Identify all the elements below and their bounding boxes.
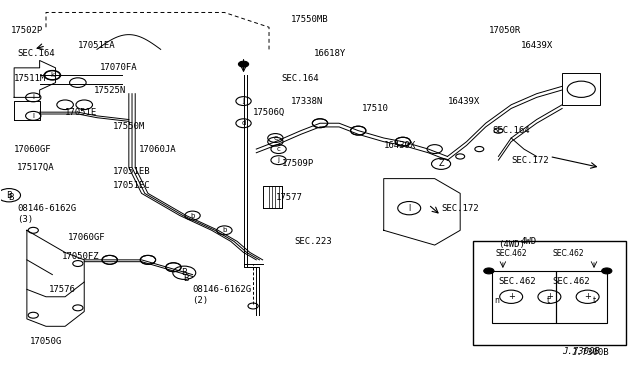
Text: SEC.462: SEC.462 [552, 249, 584, 258]
Text: i: i [32, 94, 35, 100]
Text: 08146-6162G: 08146-6162G [193, 285, 252, 294]
Text: SEC.164: SEC.164 [17, 49, 55, 58]
Text: 16439X: 16439X [447, 97, 480, 106]
Text: 17502P: 17502P [11, 26, 43, 35]
Text: 17051EA: 17051EA [78, 41, 115, 50]
Text: 17576: 17576 [49, 285, 76, 294]
Text: B: B [6, 191, 12, 200]
Text: 17550M: 17550M [113, 122, 145, 131]
Text: 17050FZ: 17050FZ [62, 251, 100, 261]
Text: 17506Q: 17506Q [253, 108, 285, 117]
Text: SEC.164: SEC.164 [492, 126, 530, 135]
Text: l: l [32, 113, 35, 119]
Text: SEC.223: SEC.223 [294, 237, 332, 246]
Text: B: B [181, 268, 188, 277]
Text: B: B [8, 193, 13, 202]
Text: 17051EB: 17051EB [113, 167, 150, 176]
Text: 17050R: 17050R [489, 26, 521, 35]
Text: b: b [190, 212, 195, 218]
Text: +: + [546, 292, 553, 301]
Text: 4WD: 4WD [521, 237, 537, 246]
Text: (4WD): (4WD) [499, 240, 525, 249]
Text: (2): (2) [193, 296, 209, 305]
Text: 16439X: 16439X [384, 141, 416, 150]
Text: 17511M: 17511M [14, 74, 46, 83]
Text: 16618Y: 16618Y [314, 49, 346, 58]
Text: +: + [584, 292, 591, 301]
Text: 17060JA: 17060JA [138, 145, 176, 154]
Text: 17050G: 17050G [30, 337, 62, 346]
Text: SEC.462: SEC.462 [552, 278, 590, 286]
Text: 17525N: 17525N [94, 86, 126, 94]
Circle shape [239, 61, 248, 67]
Text: J.7300B: J.7300B [562, 347, 600, 356]
Text: n: n [494, 296, 499, 305]
Text: 17577: 17577 [275, 193, 302, 202]
Text: 17060GF: 17060GF [68, 233, 106, 242]
Text: (3): (3) [17, 215, 33, 224]
Text: 17338N: 17338N [291, 97, 324, 106]
Text: 17510: 17510 [362, 104, 388, 113]
Text: 17051EC: 17051EC [113, 182, 150, 190]
Text: 17060GF: 17060GF [14, 145, 52, 154]
Bar [556, 271, 607, 323]
Text: SEC.462: SEC.462 [495, 249, 527, 258]
Text: 17051E: 17051E [65, 108, 97, 117]
Text: b: b [222, 227, 227, 233]
Bar [562, 73, 600, 105]
Text: I: I [408, 203, 410, 213]
Text: 17550MB: 17550MB [291, 15, 329, 24]
Text: 17070FA: 17070FA [100, 63, 138, 72]
Text: 17517QA: 17517QA [17, 163, 55, 172]
Text: j: j [278, 157, 280, 163]
Bar [473, 241, 626, 345]
Circle shape [484, 268, 494, 274]
Circle shape [602, 268, 612, 274]
Text: 08146-6162G: 08146-6162G [17, 203, 76, 213]
Text: 17509P: 17509P [282, 159, 314, 169]
Text: J.7300B: J.7300B [572, 348, 609, 357]
Text: 16439X: 16439X [521, 41, 553, 50]
Text: c: c [276, 146, 280, 152]
Text: d: d [241, 120, 246, 126]
Text: j: j [243, 98, 244, 104]
Text: SEC.172: SEC.172 [511, 155, 548, 165]
Text: Z: Z [438, 159, 444, 169]
Bar [492, 271, 556, 323]
Text: B: B [183, 274, 188, 283]
Text: e: e [273, 135, 278, 141]
Text: t: t [547, 296, 550, 305]
Text: k: k [51, 72, 54, 78]
Text: SEC.462: SEC.462 [499, 278, 536, 286]
Text: SEC.172: SEC.172 [441, 203, 479, 213]
Text: +: + [508, 292, 515, 301]
Text: SEC.164: SEC.164 [282, 74, 319, 83]
Text: t: t [593, 296, 596, 305]
